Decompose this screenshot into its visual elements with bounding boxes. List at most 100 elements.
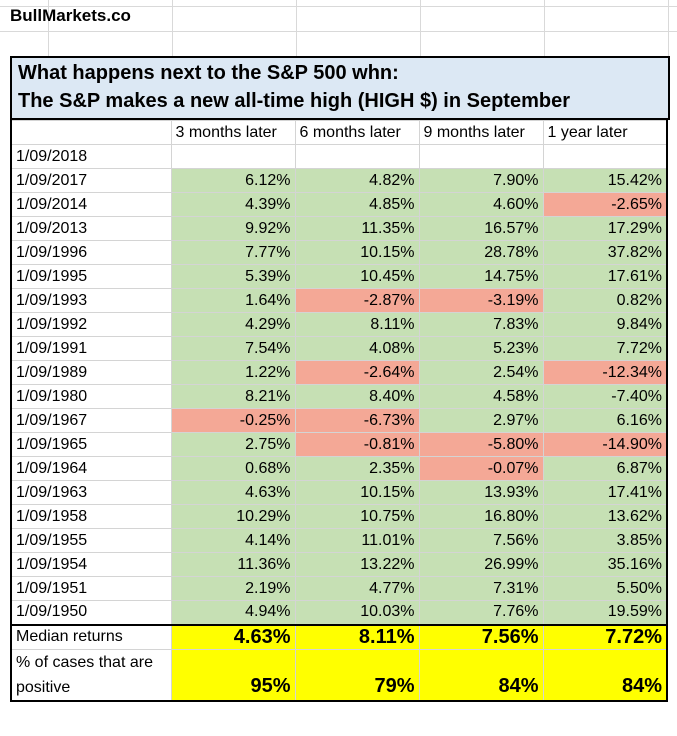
return-cell: 7.72%: [542, 336, 668, 361]
title-line-2: The S&P makes a new all-time high (HIGH …: [18, 90, 570, 112]
row-date: 1/09/1996: [10, 240, 172, 265]
table-row: 1/09/1955 4.14% 11.01% 7.56% 3.85%: [10, 528, 668, 553]
return-cell: 4.58%: [418, 384, 544, 409]
title-line-1: What happens next to the S&P 500 whn:: [18, 62, 399, 84]
brand-label: BullMarkets.co: [10, 6, 131, 25]
table-row: 1/09/1964 0.68% 2.35% -0.07% 6.87%: [10, 456, 668, 481]
header-6m: 6 months later: [294, 120, 420, 145]
return-cell: 1.64%: [170, 288, 296, 313]
return-cell: 37.82%: [542, 240, 668, 265]
return-cell: -14.90%: [542, 432, 668, 457]
row-date: 1/09/1980: [10, 384, 172, 409]
return-cell: 19.59%: [542, 600, 668, 625]
return-cell: 13.62%: [542, 504, 668, 529]
positive-9m: 84%: [418, 648, 544, 701]
return-cell: 11.36%: [170, 552, 296, 577]
return-cell: 6.16%: [542, 408, 668, 433]
return-cell: -2.64%: [294, 360, 420, 385]
row-date: 1/09/1955: [10, 528, 172, 553]
return-cell: -3.19%: [418, 288, 544, 313]
return-cell: 7.90%: [418, 168, 544, 193]
return-cell: 8.11%: [294, 312, 420, 337]
table-row: 1/09/1963 4.63% 10.15% 13.93% 17.41%: [10, 480, 668, 505]
table-row: 1/09/2018: [10, 144, 668, 169]
table-row: 1/09/1951 2.19% 4.77% 7.31% 5.50%: [10, 576, 668, 601]
return-cell: 4.08%: [294, 336, 420, 361]
row-date: 1/09/1989: [10, 360, 172, 385]
positive-3m: 95%: [170, 648, 296, 701]
return-cell: 10.03%: [294, 600, 420, 625]
return-cell: 5.50%: [542, 576, 668, 601]
returns-table: 3 months later 6 months later 9 months l…: [10, 120, 668, 702]
return-cell: 4.77%: [294, 576, 420, 601]
return-cell: 35.16%: [542, 552, 668, 577]
median-3m: 4.63%: [170, 623, 296, 650]
row-date: 1/09/1993: [10, 288, 172, 313]
return-cell: 6.12%: [170, 168, 296, 193]
row-date: 1/09/2013: [10, 216, 172, 241]
return-cell: 10.75%: [294, 504, 420, 529]
return-cell: -6.73%: [294, 408, 420, 433]
return-cell: 0.82%: [542, 288, 668, 313]
row-date: 1/09/1991: [10, 336, 172, 361]
return-cell: 7.31%: [418, 576, 544, 601]
row-date: 1/09/1995: [10, 264, 172, 289]
return-cell: 10.15%: [294, 240, 420, 265]
return-cell: 4.60%: [418, 192, 544, 217]
row-date: 1/09/2018: [10, 144, 172, 169]
return-cell: 28.78%: [418, 240, 544, 265]
header-blank: [10, 120, 172, 145]
return-cell: 17.41%: [542, 480, 668, 505]
return-cell: 8.21%: [170, 384, 296, 409]
median-row: Median returns 4.63% 8.11% 7.56% 7.72%: [10, 623, 668, 650]
return-cell: 2.19%: [170, 576, 296, 601]
return-cell: 5.39%: [170, 264, 296, 289]
return-cell: 9.84%: [542, 312, 668, 337]
return-cell: 4.63%: [170, 480, 296, 505]
row-date: 1/09/1967: [10, 408, 172, 433]
positive-1y: 84%: [542, 648, 668, 701]
positive-6m: 79%: [294, 648, 420, 701]
table-row: 1/09/1980 8.21% 8.40% 4.58% -7.40%: [10, 384, 668, 409]
return-cell: 4.85%: [294, 192, 420, 217]
return-cell: 7.76%: [418, 600, 544, 625]
return-cell: 10.45%: [294, 264, 420, 289]
positive-label-line-1: % of cases that are: [16, 653, 153, 671]
positive-label-line-2: positive: [16, 678, 71, 696]
return-cell: 11.35%: [294, 216, 420, 241]
return-cell: 7.77%: [170, 240, 296, 265]
row-date: 1/09/1958: [10, 504, 172, 529]
return-cell: 4.39%: [170, 192, 296, 217]
return-cell: 10.15%: [294, 480, 420, 505]
table-row: 1/09/1993 1.64% -2.87% -3.19% 0.82%: [10, 288, 668, 313]
row-date: 1/09/1963: [10, 480, 172, 505]
median-label: Median returns: [10, 623, 172, 650]
return-cell: 3.85%: [542, 528, 668, 553]
return-cell: [170, 144, 296, 169]
return-cell: 0.68%: [170, 456, 296, 481]
return-cell: 2.75%: [170, 432, 296, 457]
header-row: 3 months later 6 months later 9 months l…: [10, 120, 668, 145]
return-cell: [418, 144, 544, 169]
return-cell: 16.57%: [418, 216, 544, 241]
return-cell: 26.99%: [418, 552, 544, 577]
table-row: 1/09/1954 11.36% 13.22% 26.99% 35.16%: [10, 552, 668, 577]
table-row: 1/09/1950 4.94% 10.03% 7.76% 19.59%: [10, 600, 668, 625]
return-cell: 14.75%: [418, 264, 544, 289]
row-date: 1/09/1964: [10, 456, 172, 481]
return-cell: -7.40%: [542, 384, 668, 409]
positive-row: % of cases that are positive 95% 79% 84%…: [10, 648, 668, 701]
return-cell: 17.61%: [542, 264, 668, 289]
return-cell: 7.54%: [170, 336, 296, 361]
return-cell: 4.29%: [170, 312, 296, 337]
header-1y: 1 year later: [542, 120, 668, 145]
return-cell: [542, 144, 668, 169]
table-row: 1/09/1992 4.29% 8.11% 7.83% 9.84%: [10, 312, 668, 337]
table-row: 1/09/1967 -0.25% -6.73% 2.97% 6.16%: [10, 408, 668, 433]
return-cell: 7.56%: [418, 528, 544, 553]
return-cell: 8.40%: [294, 384, 420, 409]
table-row: 1/09/2017 6.12% 4.82% 7.90% 15.42%: [10, 168, 668, 193]
return-cell: 4.82%: [294, 168, 420, 193]
return-cell: 11.01%: [294, 528, 420, 553]
return-cell: 2.97%: [418, 408, 544, 433]
